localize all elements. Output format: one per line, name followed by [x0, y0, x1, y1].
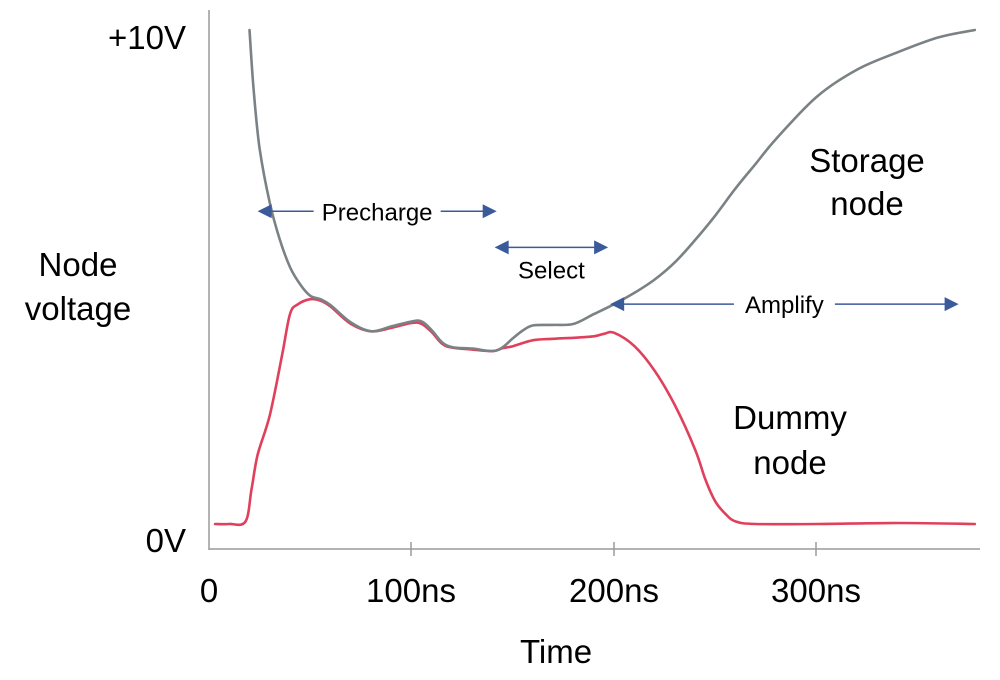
- phase-label-bg-precharge: [313, 197, 441, 226]
- phase-label-amplify: Amplify: [745, 292, 824, 319]
- phase-arrow-head-amplify-right: [944, 297, 959, 312]
- phase-arrow-head-amplify-left: [610, 297, 625, 312]
- y-tick-label-10v: +10V: [108, 19, 186, 56]
- phase-label-select: Select: [518, 257, 585, 284]
- storage-node-label-line-1: Storage: [809, 142, 925, 179]
- x-tick-label-200ns: 200ns: [569, 572, 659, 609]
- x-tick-label-300ns: 300ns: [771, 572, 861, 609]
- phase-label-precharge: Precharge: [322, 199, 433, 226]
- phase-arrow-head-precharge-left: [257, 204, 272, 219]
- phase-arrow-head-select-left: [494, 240, 509, 255]
- dummy-node-label-line-2: node: [753, 444, 826, 481]
- x-axis-label: Time: [520, 633, 592, 670]
- phase-arrow-precharge: Precharge: [257, 197, 497, 226]
- phase-arrows: Precharge Select Amplify: [257, 197, 959, 319]
- x-tick-label-0: 0: [200, 572, 218, 609]
- phase-arrow-head-precharge-right: [482, 204, 497, 219]
- y-axis-label-line-1: Node: [39, 246, 118, 283]
- series-line-dummy-node: [213, 297, 977, 527]
- phase-arrow-amplify: Amplify: [610, 290, 959, 319]
- dummy-node-label-line-1: Dummy: [733, 399, 847, 436]
- y-tick-label-0v: 0V: [146, 522, 186, 559]
- phase-arrow-head-select-right: [594, 240, 609, 255]
- x-tick-label-100ns: 100ns: [366, 572, 456, 609]
- series-line-storage-node: [248, 28, 977, 353]
- phase-arrow-select: Select: [494, 240, 609, 284]
- y-axis-label-line-2: voltage: [25, 290, 131, 327]
- storage-node-label-line-2: node: [830, 185, 903, 222]
- phase-label-bg-amplify: [733, 290, 835, 319]
